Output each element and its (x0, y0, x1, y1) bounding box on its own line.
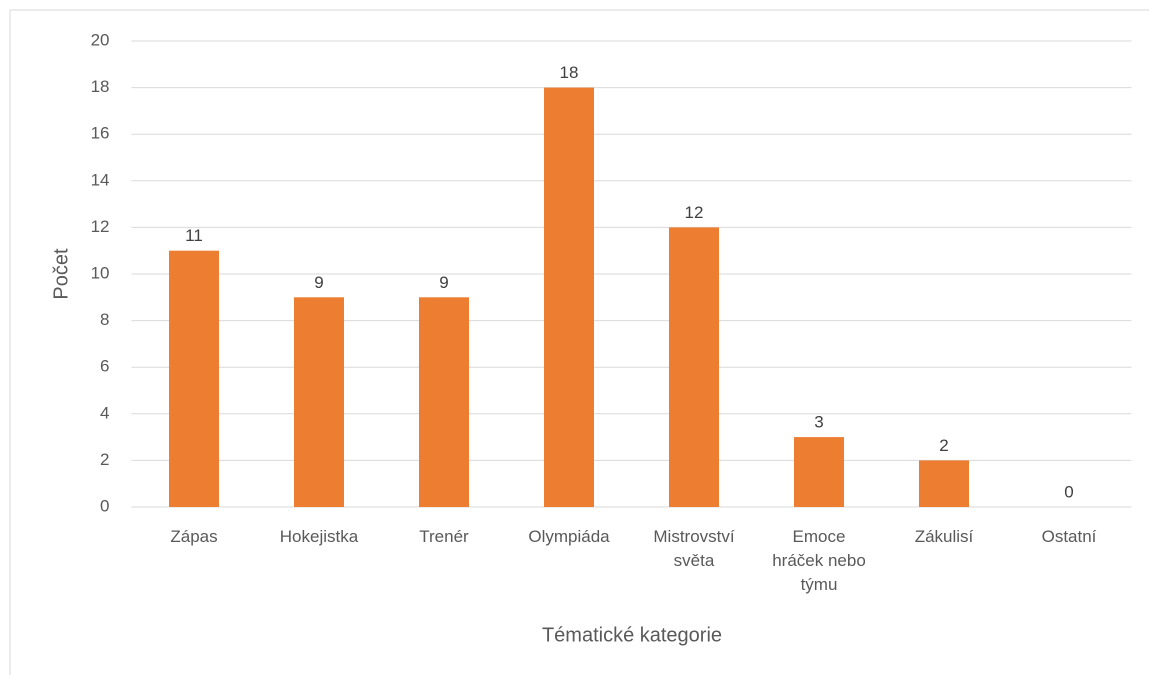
y-tick-label: 6 (100, 357, 109, 376)
x-tick-label: Zákulisí (914, 527, 974, 546)
data-label: 11 (185, 226, 203, 245)
y-tick-label: 10 (91, 263, 110, 282)
x-tick-label: Hokejistka (279, 527, 359, 546)
x-tick-label: Mistrovství světa (653, 527, 735, 570)
y-tick-label: 18 (91, 77, 110, 96)
y-tick-label: 16 (91, 124, 110, 143)
data-label: 18 (560, 63, 579, 82)
data-label: 0 (1064, 482, 1073, 501)
x-axis-title: Tématické kategorie (542, 624, 722, 646)
data-label: 9 (314, 273, 323, 292)
y-tick-label: 4 (100, 403, 109, 422)
bar (544, 87, 594, 507)
y-axis-title: Počet (50, 248, 72, 300)
x-tick-label: Olympiáda (528, 527, 610, 546)
y-tick-label: 14 (91, 170, 110, 189)
y-tick-label: 12 (91, 217, 110, 236)
x-tick-label: Ostatní (1041, 527, 1097, 546)
bar (919, 460, 969, 507)
bar (794, 437, 844, 507)
y-tick-label: 20 (91, 30, 110, 49)
data-label: 2 (939, 436, 948, 455)
bar (419, 297, 469, 507)
bar (169, 250, 219, 507)
bar (669, 227, 719, 507)
x-tick-label: Emoce hráček nebo týmu (772, 527, 866, 594)
x-tick-label: Zápas (170, 527, 218, 546)
bar (294, 297, 344, 507)
y-tick-label: 0 (100, 496, 109, 515)
data-label: 12 (685, 203, 704, 222)
y-tick-label: 8 (100, 310, 109, 329)
x-tick-label: Trenér (419, 527, 469, 546)
chart-border (9, 9, 1149, 675)
y-tick-label: 2 (100, 450, 109, 469)
data-label: 3 (814, 413, 823, 432)
data-label: 9 (439, 273, 448, 292)
